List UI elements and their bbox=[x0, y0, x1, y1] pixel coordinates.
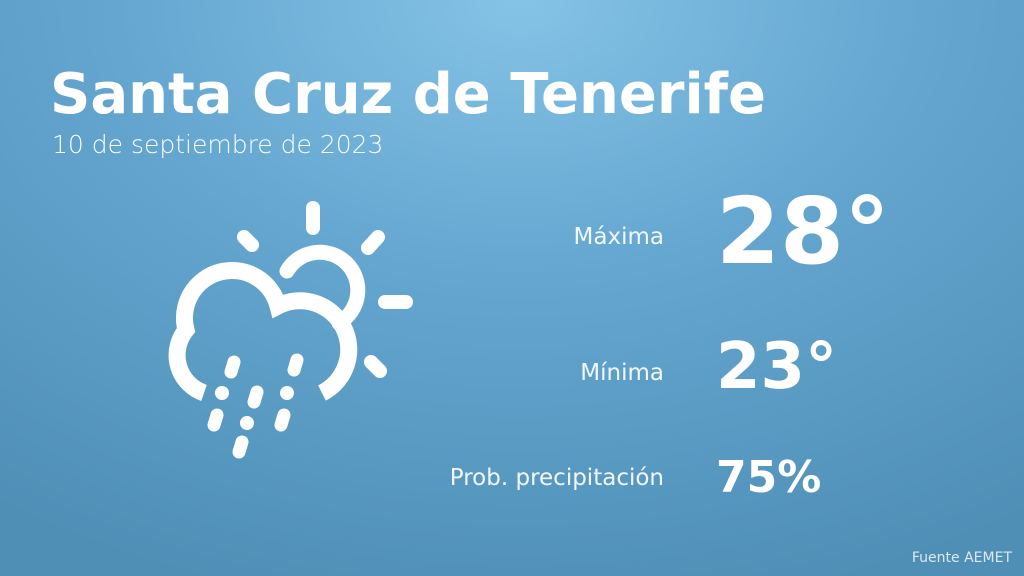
min-temp-value: 23° bbox=[716, 330, 838, 404]
max-temp-value: 28° bbox=[716, 178, 891, 285]
source-credit: Fuente AEMET bbox=[911, 550, 1012, 566]
precip-value: 75% bbox=[716, 452, 822, 503]
max-temp-label: Máxima bbox=[573, 224, 664, 250]
city-title: Santa Cruz de Tenerife bbox=[50, 62, 767, 127]
forecast-date: 10 de septiembre de 2023 bbox=[52, 130, 384, 159]
precip-label: Prob. precipitación bbox=[449, 465, 664, 491]
min-temp-label: Mínima bbox=[580, 360, 664, 386]
